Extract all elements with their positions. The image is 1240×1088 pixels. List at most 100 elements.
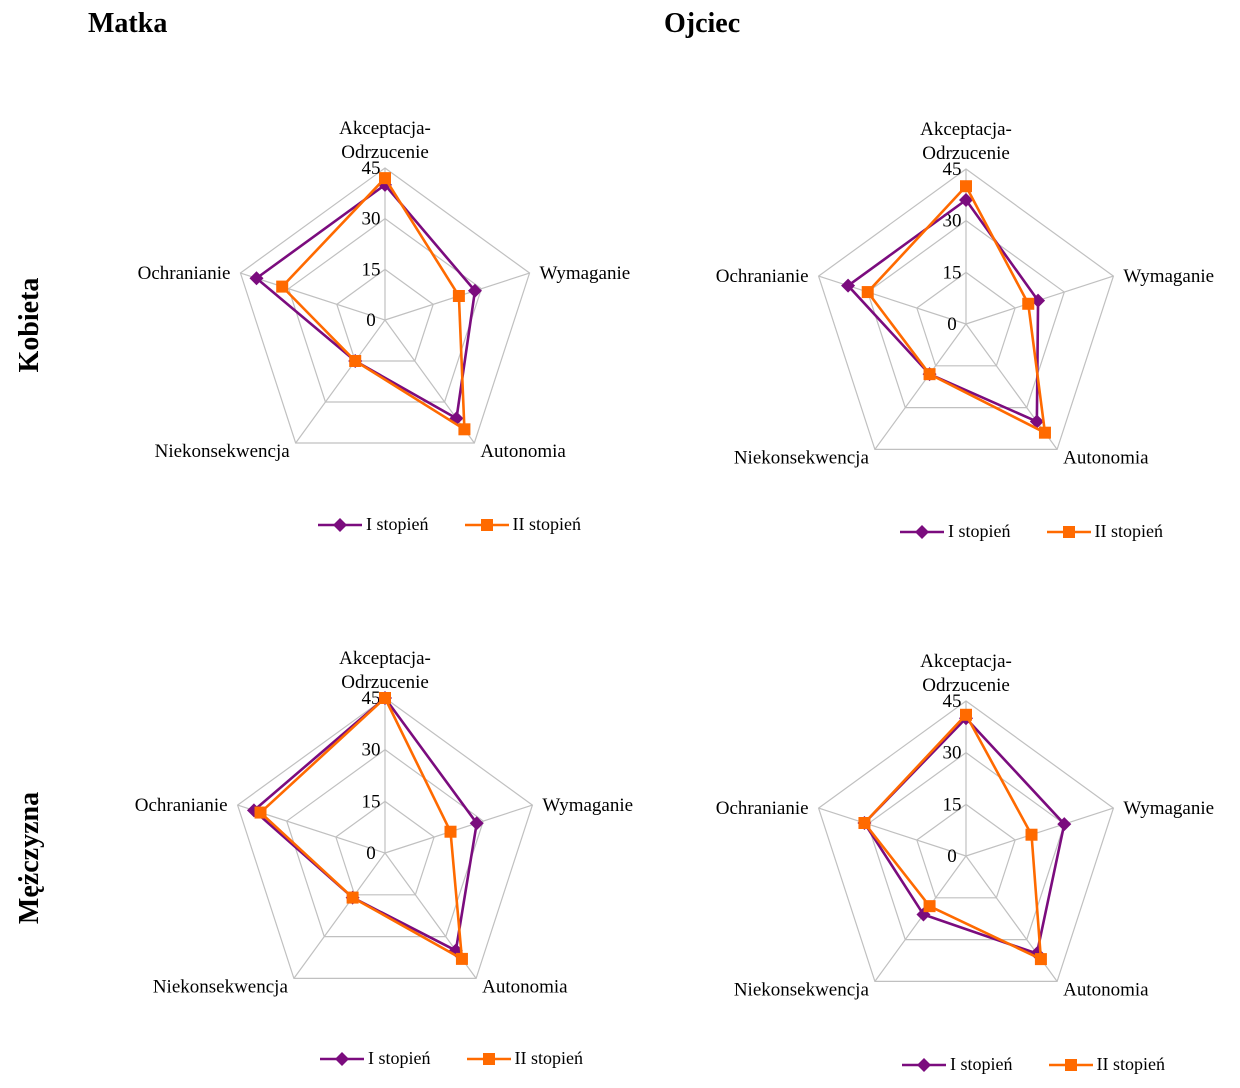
series-line-2 <box>280 176 466 431</box>
grid-spoke <box>965 807 1114 857</box>
data-point-square <box>1025 828 1038 841</box>
legend-label: II stopień <box>1094 521 1163 541</box>
chart-legend: I stopień II stopień <box>902 1054 1165 1075</box>
grid-ring <box>236 697 534 979</box>
axis-label: Autonomia <box>482 976 568 997</box>
row-title-mezczyzna: Mężczyzna <box>14 791 45 925</box>
axis-label: Wymaganie <box>540 263 631 284</box>
legend-item: I stopień <box>318 514 429 535</box>
data-point-square <box>452 289 465 302</box>
data-point-square <box>346 891 359 904</box>
radar-chart-2: 0 15 30 45 Akceptacja- Odrzucenie Wymaganie Aut… <box>716 119 1214 468</box>
tick-label: 30 <box>943 211 962 232</box>
tick-label: 15 <box>943 794 962 815</box>
data-point-diamond <box>1029 414 1044 429</box>
axis-label: Ochranianie <box>138 263 231 284</box>
data-point-square <box>458 423 471 436</box>
tick-label: 45 <box>362 688 381 709</box>
data-point-square <box>923 900 936 913</box>
series-line-1 <box>846 198 1040 423</box>
legend-label: II stopień <box>514 1048 583 1068</box>
data-point-square <box>861 286 874 299</box>
data-point-square <box>960 708 972 721</box>
legend-item: II stopień <box>1048 1054 1165 1075</box>
series-line-2 <box>259 696 464 961</box>
axis-label: Niekonsekwencja <box>734 979 870 1000</box>
data-point-square <box>960 180 972 193</box>
tick-label: 30 <box>943 743 962 764</box>
legend-square-icon <box>1046 525 1091 538</box>
grid-ring <box>867 751 1065 941</box>
data-point-square <box>1022 297 1035 310</box>
data-point-square <box>858 817 871 830</box>
grid-ring <box>287 217 483 403</box>
series-line-2 <box>866 184 1047 434</box>
radar-chart-3: 0 15 30 45 Akceptacja- Odrzucenie Wymaganie Aut… <box>135 648 633 997</box>
axis-label: Wymaganie <box>1123 798 1214 819</box>
legend-label: II stopień <box>1096 1054 1165 1074</box>
chart-legend: I stopień II stopień <box>318 514 581 535</box>
legend-label: I stopień <box>366 514 429 534</box>
tick-label: 45 <box>362 158 381 179</box>
grid-ring <box>916 271 1016 367</box>
tick-label: 0 <box>366 843 376 864</box>
data-point-square <box>1038 426 1051 439</box>
axis-label: Odrzucenie <box>922 143 1010 164</box>
radar-chart-4: 0 15 30 45 Akceptacja- Odrzucenie Wymaganie Aut… <box>716 651 1214 1000</box>
tick-label: 45 <box>943 159 962 180</box>
legend-diamond-icon <box>900 524 944 539</box>
grid-spoke <box>874 855 967 982</box>
tick-label: 0 <box>947 314 957 335</box>
axis-label: Autonomia <box>1063 447 1149 468</box>
radar-chart-1: 0 15 30 45 Akceptacja- Odrzucenie Wymaganie Aut… <box>138 118 631 462</box>
data-point-square <box>349 354 362 367</box>
data-point-square <box>1034 953 1047 966</box>
data-point-diamond <box>469 816 484 831</box>
tick-label: 45 <box>943 691 962 712</box>
legend-square-icon <box>1048 1058 1093 1071</box>
tick-label: 15 <box>362 259 381 280</box>
legend-diamond-icon <box>320 1051 364 1066</box>
data-point-diamond <box>1057 817 1072 832</box>
data-point-diamond <box>467 283 482 298</box>
chart-legend: I stopień II stopień <box>900 521 1163 542</box>
grid-ring <box>239 167 531 444</box>
legend-item: I stopień <box>902 1054 1013 1075</box>
data-point-square <box>276 280 289 293</box>
legend-diamond-icon <box>318 517 362 532</box>
data-point-square <box>379 692 391 704</box>
grid-spoke <box>240 272 386 321</box>
grid-spoke <box>384 319 475 444</box>
legend-item: II stopień <box>1046 521 1163 542</box>
axis-label: Akceptacja- <box>920 651 1012 672</box>
axis-label: Autonomia <box>1063 979 1149 1000</box>
grid-ring <box>916 803 1016 899</box>
axis-label: Odrzucenie <box>922 675 1010 696</box>
data-point-square <box>254 806 267 819</box>
axis-label: Ochranianie <box>135 795 228 816</box>
axis-label: Niekonsekwencja <box>153 976 289 997</box>
tick-label: 30 <box>362 209 381 230</box>
axis-label: Akceptacja- <box>339 118 431 139</box>
grid-spoke <box>293 852 386 979</box>
axis-label: Niekonsekwencja <box>734 447 870 468</box>
grid-spoke <box>818 807 967 857</box>
legend-label: II stopień <box>512 514 581 534</box>
data-point-diamond <box>1031 293 1046 308</box>
data-point-square <box>923 368 936 381</box>
axis-label: Wymaganie <box>1123 266 1214 287</box>
tick-label: 15 <box>362 791 381 812</box>
legend-square-icon <box>466 1052 511 1065</box>
tick-label: 30 <box>362 740 381 761</box>
grid-spoke <box>384 804 533 854</box>
legend-item: II stopień <box>466 1048 583 1069</box>
column-title-ojciec: Ojciec <box>664 8 741 39</box>
legend-label: I stopień <box>950 1054 1013 1074</box>
axis-label: Ochranianie <box>716 798 809 819</box>
axis-label: Niekonsekwencja <box>155 441 291 462</box>
series-line-2 <box>863 713 1043 961</box>
tick-label: 0 <box>947 846 957 867</box>
tick-label: 0 <box>366 310 376 331</box>
legend-item: II stopień <box>464 514 581 535</box>
grid-ring <box>336 268 434 362</box>
